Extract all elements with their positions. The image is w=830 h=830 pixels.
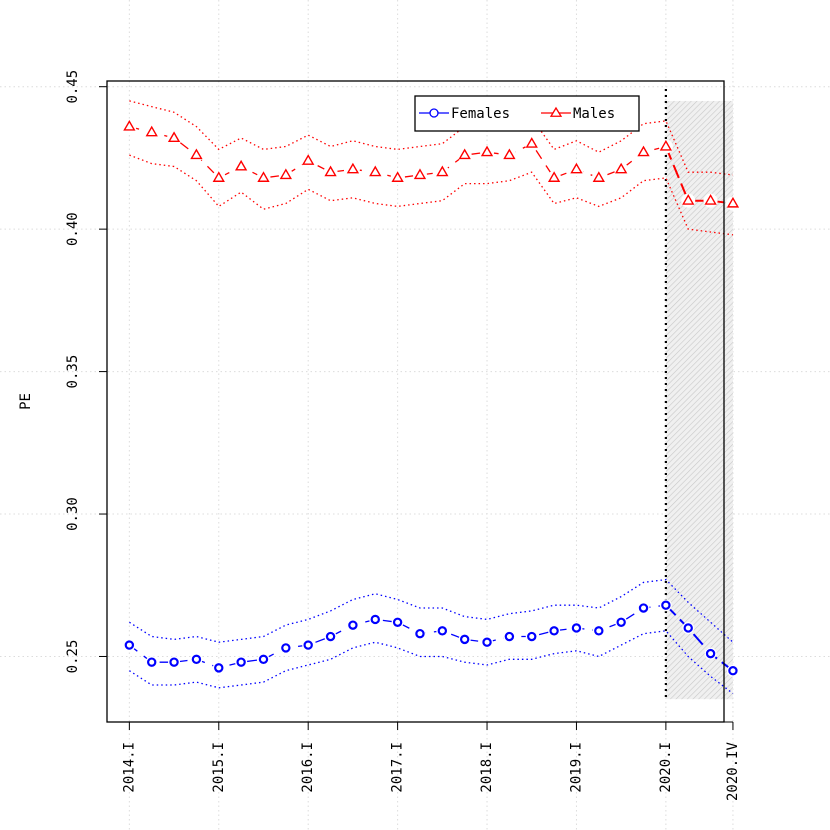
point-females xyxy=(191,654,202,665)
x-tick-label: 2015.I xyxy=(211,742,227,793)
series-lines xyxy=(129,125,734,672)
point-females xyxy=(147,657,157,667)
point-females xyxy=(705,648,716,659)
x-tick-label: 2019.I xyxy=(568,742,584,793)
point-males xyxy=(547,171,561,182)
legend: Females Males xyxy=(414,95,640,132)
point-females xyxy=(728,666,738,676)
point-males xyxy=(458,148,471,160)
point-females xyxy=(169,657,179,667)
series-line-males xyxy=(129,125,667,179)
point-females xyxy=(348,620,358,630)
y-tick-label: 0.25 xyxy=(65,640,81,674)
forecast-line-males xyxy=(664,146,734,205)
point-females xyxy=(482,637,492,647)
x-tick-label: 2018.I xyxy=(479,742,495,793)
ci-lower-males xyxy=(129,154,733,236)
ci-upper-females xyxy=(129,578,734,643)
y-tick-label: 0.45 xyxy=(65,70,81,104)
point-males xyxy=(480,145,494,157)
point-males xyxy=(302,154,315,165)
point-females xyxy=(571,623,582,633)
point-females xyxy=(325,631,336,642)
point-males xyxy=(369,165,382,177)
point-females xyxy=(661,600,671,610)
x-tick-label: 2016.I xyxy=(300,742,316,793)
point-males xyxy=(570,162,583,174)
point-females xyxy=(594,626,604,636)
point-females xyxy=(214,663,224,673)
point-females xyxy=(370,614,380,625)
forecast-band xyxy=(664,88,733,700)
point-males xyxy=(257,171,270,182)
point-males xyxy=(145,125,158,137)
point-males xyxy=(682,194,695,205)
point-males xyxy=(637,145,650,157)
point-females xyxy=(124,640,135,650)
point-females xyxy=(683,623,693,633)
point-males xyxy=(324,165,337,177)
point-males xyxy=(212,171,225,182)
point-females xyxy=(616,617,626,627)
point-males xyxy=(123,119,136,131)
point-females xyxy=(527,631,537,642)
series-markers xyxy=(122,119,740,677)
point-males xyxy=(167,131,181,143)
point-males xyxy=(615,162,628,174)
y-tick-label: 0.35 xyxy=(65,355,81,389)
point-females xyxy=(549,626,559,636)
y-tick-label: 0.40 xyxy=(65,212,81,246)
x-tick-label: 2014.I xyxy=(121,742,137,793)
point-males xyxy=(525,137,538,148)
point-females xyxy=(504,631,515,642)
legend-box xyxy=(414,95,640,132)
forecast-shaded-region xyxy=(665,100,733,700)
point-males xyxy=(436,165,449,177)
point-females xyxy=(415,628,425,639)
forecast-line-females xyxy=(665,604,734,672)
point-females xyxy=(303,640,313,650)
y-axis-label: PE xyxy=(18,393,34,410)
x-axis: 2014.I 2015.I 2016.I 2017.I 2018.I 2019.I 2020… xyxy=(121,721,741,801)
point-males xyxy=(413,168,427,180)
point-males xyxy=(190,148,203,160)
legend-marker-males xyxy=(549,106,563,117)
ci-upper-males xyxy=(129,100,733,176)
x-tick-label: 2020.IV xyxy=(725,741,741,801)
point-females xyxy=(638,603,649,613)
legend-marker-females xyxy=(429,108,439,118)
point-males xyxy=(659,139,673,151)
y-axis: 0.25 0.30 0.35 0.40 0.45 xyxy=(65,70,108,674)
point-males xyxy=(279,168,292,180)
legend-label-males: Males xyxy=(573,106,615,122)
point-females xyxy=(459,634,470,645)
point-females xyxy=(281,643,291,653)
y-tick-label: 0.30 xyxy=(65,497,81,531)
confidence-bounds xyxy=(129,100,734,695)
x-tick-label: 2020.I xyxy=(658,742,674,793)
point-males xyxy=(391,171,404,182)
point-females xyxy=(236,657,246,667)
point-males xyxy=(234,159,248,171)
point-males xyxy=(726,196,740,208)
point-females xyxy=(258,654,269,665)
point-females xyxy=(437,626,448,636)
point-males xyxy=(592,171,605,182)
point-males xyxy=(346,162,360,174)
point-males xyxy=(503,148,516,160)
x-tick-label: 2017.I xyxy=(390,742,406,793)
legend-label-females: Females xyxy=(451,106,510,122)
point-males xyxy=(704,194,717,205)
point-females xyxy=(392,617,403,627)
